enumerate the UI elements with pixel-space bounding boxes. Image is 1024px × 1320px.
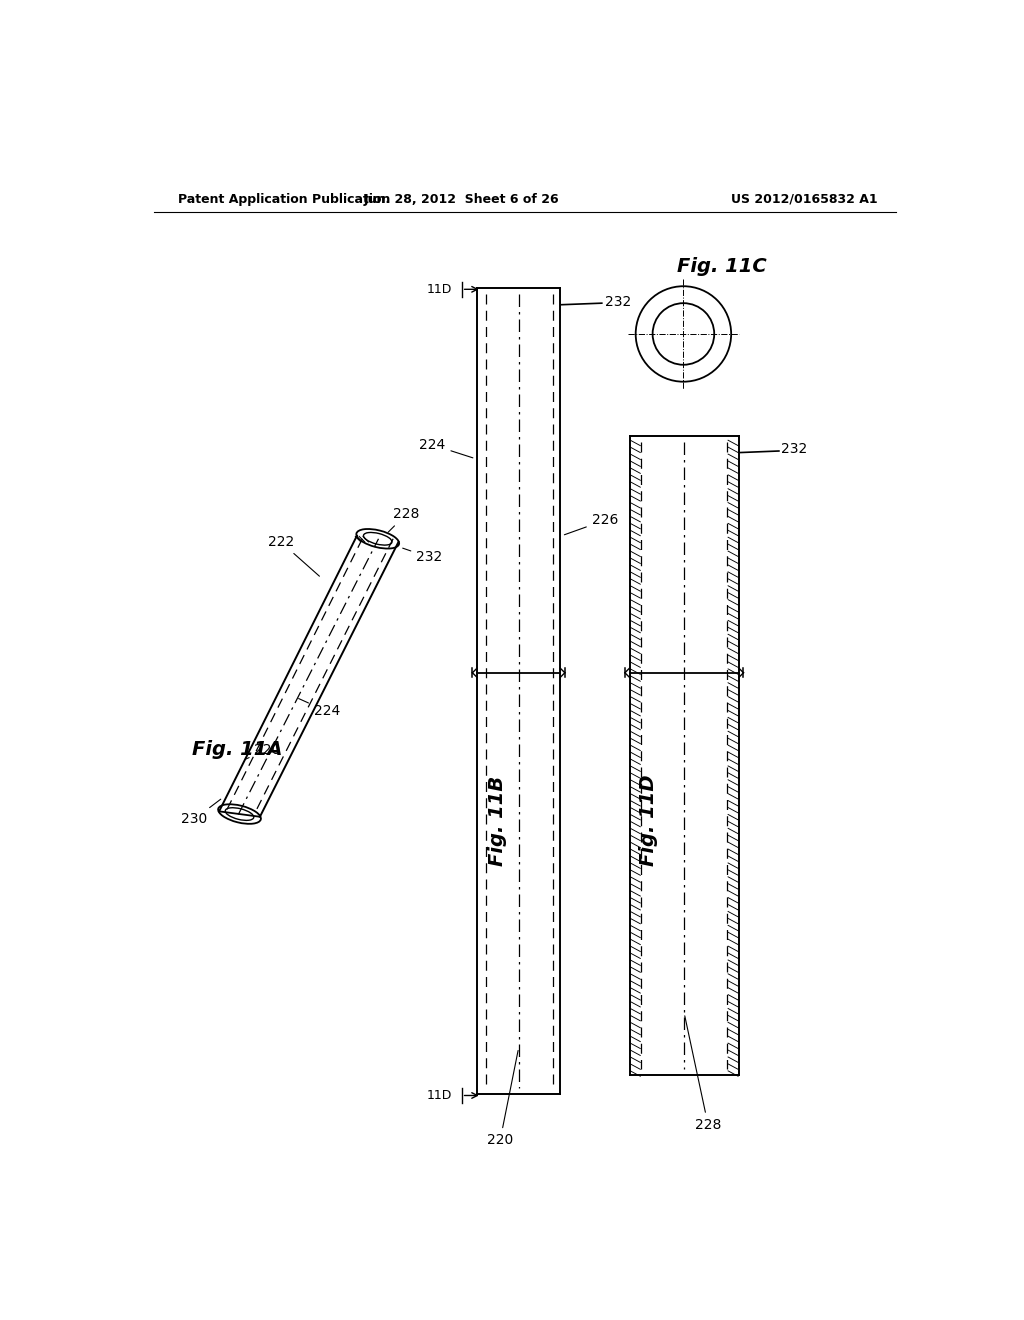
Text: US 2012/0165832 A1: US 2012/0165832 A1 [731,193,878,206]
Text: 226: 226 [564,513,618,535]
Text: Fig. 11A: Fig. 11A [191,741,282,759]
Text: Fig. 11C: Fig. 11C [677,256,767,276]
Text: Fig. 11D: Fig. 11D [639,775,657,866]
Text: Jun. 28, 2012  Sheet 6 of 26: Jun. 28, 2012 Sheet 6 of 26 [364,193,559,206]
Text: 222: 222 [267,535,319,577]
Text: 232: 232 [781,442,808,457]
Text: 232: 232 [402,548,442,564]
Text: 11D: 11D [427,282,453,296]
Text: 224: 224 [419,438,473,458]
Text: Fig. 11B: Fig. 11B [487,775,507,866]
Text: 11D: 11D [427,1089,453,1102]
Text: 232: 232 [605,294,631,309]
Text: 228: 228 [685,1016,721,1131]
Text: 220: 220 [487,1051,518,1147]
Text: 220: 220 [245,743,281,759]
Text: Patent Application Publication: Patent Application Publication [178,193,391,206]
Text: 224: 224 [299,698,340,718]
Text: 228: 228 [388,507,420,532]
Text: 230: 230 [181,799,221,826]
